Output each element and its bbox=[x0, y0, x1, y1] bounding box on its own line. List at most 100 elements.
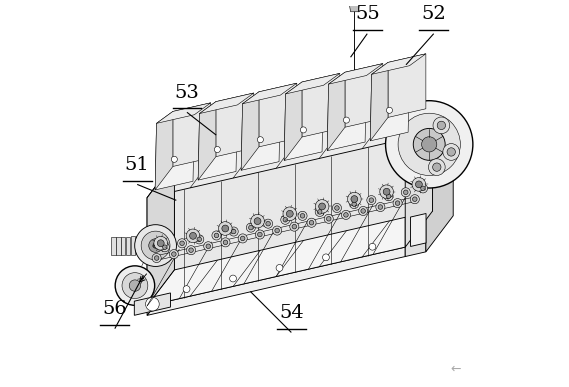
Circle shape bbox=[401, 188, 410, 197]
Polygon shape bbox=[370, 62, 388, 141]
Circle shape bbox=[189, 233, 196, 239]
Circle shape bbox=[386, 107, 393, 113]
Circle shape bbox=[386, 101, 473, 188]
Circle shape bbox=[315, 207, 324, 216]
Circle shape bbox=[286, 211, 293, 217]
Circle shape bbox=[275, 228, 279, 233]
Circle shape bbox=[197, 237, 201, 241]
Circle shape bbox=[157, 240, 164, 247]
Circle shape bbox=[380, 185, 393, 199]
Circle shape bbox=[447, 148, 455, 156]
Circle shape bbox=[433, 117, 450, 134]
Circle shape bbox=[255, 230, 265, 239]
Circle shape bbox=[251, 214, 265, 228]
Polygon shape bbox=[147, 103, 432, 198]
Circle shape bbox=[222, 225, 229, 232]
Circle shape bbox=[204, 242, 213, 251]
Circle shape bbox=[283, 217, 287, 222]
Text: 55: 55 bbox=[355, 5, 380, 23]
Circle shape bbox=[258, 232, 262, 237]
Polygon shape bbox=[328, 63, 383, 84]
Polygon shape bbox=[372, 54, 426, 74]
Circle shape bbox=[241, 236, 245, 241]
Circle shape bbox=[383, 188, 390, 195]
Polygon shape bbox=[131, 236, 135, 255]
Circle shape bbox=[358, 206, 368, 216]
Circle shape bbox=[154, 256, 159, 260]
Polygon shape bbox=[198, 102, 216, 180]
Circle shape bbox=[428, 159, 445, 175]
Circle shape bbox=[319, 203, 325, 210]
Polygon shape bbox=[405, 103, 432, 247]
Circle shape bbox=[443, 144, 460, 160]
Polygon shape bbox=[141, 236, 145, 254]
Circle shape bbox=[413, 197, 417, 202]
Circle shape bbox=[343, 117, 349, 123]
Circle shape bbox=[163, 245, 167, 250]
Polygon shape bbox=[116, 237, 121, 255]
Circle shape bbox=[352, 202, 356, 206]
Text: 54: 54 bbox=[279, 304, 304, 322]
Polygon shape bbox=[145, 236, 150, 254]
Circle shape bbox=[186, 229, 200, 243]
Circle shape bbox=[214, 233, 218, 238]
Circle shape bbox=[398, 113, 460, 175]
Circle shape bbox=[212, 231, 221, 240]
Polygon shape bbox=[175, 103, 432, 270]
Circle shape bbox=[307, 218, 316, 227]
Circle shape bbox=[413, 128, 445, 160]
Circle shape bbox=[129, 280, 141, 291]
Circle shape bbox=[246, 223, 255, 232]
Circle shape bbox=[189, 248, 193, 252]
Circle shape bbox=[369, 198, 374, 202]
Polygon shape bbox=[147, 139, 405, 306]
Polygon shape bbox=[284, 82, 302, 161]
Polygon shape bbox=[155, 115, 195, 190]
Circle shape bbox=[420, 186, 425, 191]
Circle shape bbox=[122, 273, 148, 298]
Circle shape bbox=[418, 184, 427, 193]
Circle shape bbox=[273, 226, 282, 235]
Circle shape bbox=[153, 243, 158, 248]
Circle shape bbox=[369, 243, 376, 250]
Circle shape bbox=[344, 212, 348, 217]
Circle shape bbox=[415, 181, 422, 188]
Circle shape bbox=[154, 236, 168, 250]
Circle shape bbox=[281, 215, 290, 224]
Circle shape bbox=[170, 250, 179, 259]
Circle shape bbox=[160, 243, 170, 252]
Circle shape bbox=[195, 235, 204, 244]
Polygon shape bbox=[345, 63, 383, 127]
Polygon shape bbox=[242, 83, 297, 104]
Circle shape bbox=[187, 246, 196, 255]
Circle shape bbox=[432, 163, 441, 171]
Circle shape bbox=[180, 241, 184, 246]
Circle shape bbox=[238, 234, 248, 243]
Polygon shape bbox=[198, 105, 237, 180]
Polygon shape bbox=[126, 236, 130, 255]
Circle shape bbox=[283, 207, 296, 221]
Circle shape bbox=[300, 127, 307, 133]
Circle shape bbox=[384, 192, 393, 201]
Polygon shape bbox=[200, 93, 254, 113]
Circle shape bbox=[215, 147, 220, 152]
Polygon shape bbox=[405, 157, 453, 198]
Polygon shape bbox=[156, 103, 211, 123]
Circle shape bbox=[230, 275, 237, 282]
Circle shape bbox=[367, 195, 376, 205]
Text: 56: 56 bbox=[102, 300, 127, 318]
Circle shape bbox=[386, 194, 391, 199]
Polygon shape bbox=[286, 74, 340, 94]
Circle shape bbox=[315, 200, 329, 213]
Text: 51: 51 bbox=[125, 156, 150, 174]
Circle shape bbox=[183, 286, 190, 293]
Circle shape bbox=[221, 238, 230, 247]
Circle shape bbox=[361, 209, 365, 213]
Polygon shape bbox=[135, 236, 140, 254]
Polygon shape bbox=[327, 72, 345, 151]
Circle shape bbox=[152, 253, 161, 263]
Polygon shape bbox=[173, 103, 211, 166]
Text: 52: 52 bbox=[421, 5, 446, 23]
Polygon shape bbox=[302, 74, 340, 137]
Polygon shape bbox=[112, 237, 116, 255]
